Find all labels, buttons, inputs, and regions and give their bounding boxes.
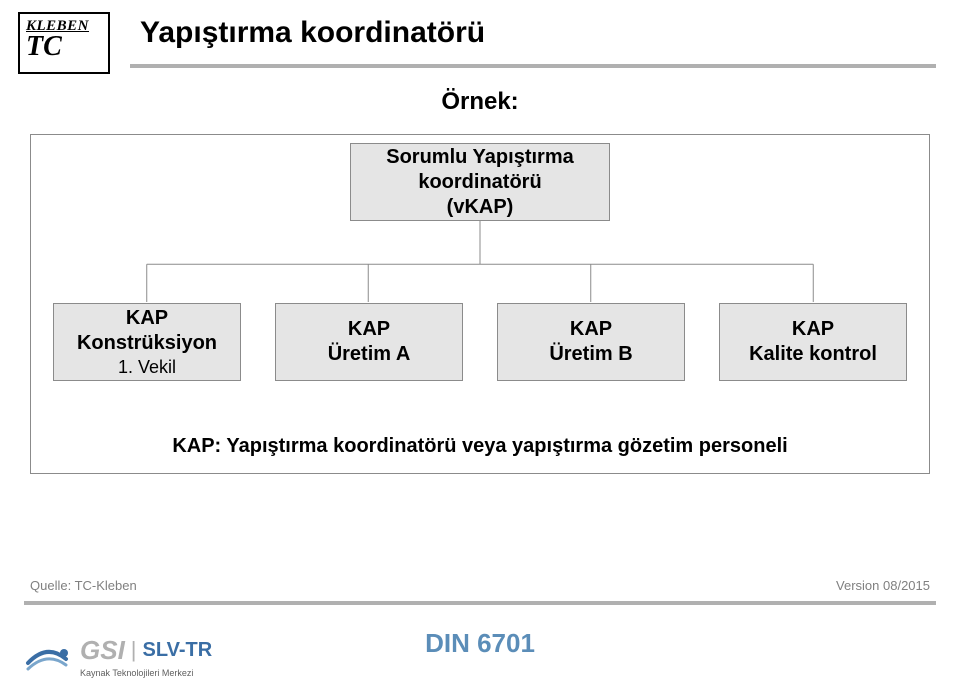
title-underline [130, 64, 936, 68]
page-title: Yapıştırma koordinatörü [140, 16, 485, 50]
orgchart-child-0: KAP Konstrüksiyon 1. Vekil [53, 303, 241, 381]
orgchart-children-row: KAP Konstrüksiyon 1. Vekil KAP Üretim A … [31, 303, 929, 381]
child-3-line1: KAP [792, 317, 834, 342]
orgchart-container: Sorumlu Yapıştırma koordinatörü (vKAP) K… [30, 134, 930, 474]
orgchart-child-3: KAP Kalite kontrol [719, 303, 907, 381]
child-1-line1: KAP [348, 317, 390, 342]
footer-logo-text: GSI | SLV-TR Kaynak Teknolojileri Merkez… [80, 635, 212, 678]
child-1-line2: Üretim A [328, 342, 411, 367]
child-3-line2: Kalite kontrol [749, 342, 877, 367]
footer-logo-sub: SLV-TR [143, 639, 213, 662]
child-2-line2: Üretim B [549, 342, 632, 367]
child-0-line2: Konstrüksiyon [77, 331, 217, 356]
orgchart-child-2: KAP Üretim B [497, 303, 685, 381]
brand-logo: KLEBEN TC [18, 12, 110, 74]
footer-logo: GSI | SLV-TR Kaynak Teknolojileri Merkez… [24, 633, 212, 679]
footer-divider [24, 601, 936, 605]
root-line2: koordinatörü [418, 170, 541, 195]
footer-logo-tagline: Kaynak Teknolojileri Merkezi [80, 668, 212, 678]
footer-logo-main: GSI [80, 635, 125, 666]
version-label: Version 08/2015 [836, 578, 930, 593]
source-label: Quelle: TC-Kleben [30, 578, 137, 593]
root-line3: (vKAP) [447, 195, 514, 220]
subtitle: Örnek: [0, 88, 960, 116]
child-0-line1: KAP [126, 306, 168, 331]
child-0-line3: 1. Vekil [118, 356, 176, 379]
child-2-line1: KAP [570, 317, 612, 342]
orgchart-root-node: Sorumlu Yapıştırma koordinatörü (vKAP) [350, 143, 610, 221]
orgchart-child-1: KAP Üretim A [275, 303, 463, 381]
swoosh-icon [24, 633, 70, 679]
orgchart-note: KAP: Yapıştırma koordinatörü veya yapışt… [31, 435, 929, 458]
brand-logo-bottom: TC [26, 33, 102, 61]
root-line1: Sorumlu Yapıştırma [386, 145, 573, 170]
